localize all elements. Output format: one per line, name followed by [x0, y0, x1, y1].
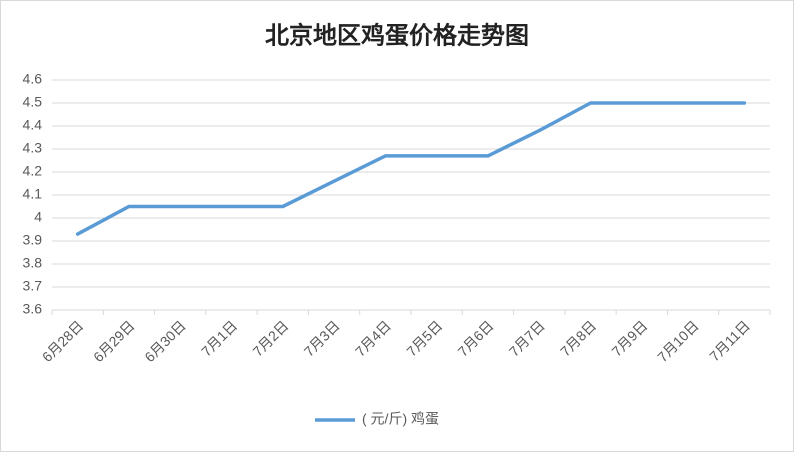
- chart-title: 北京地区鸡蛋价格走势图: [265, 21, 529, 49]
- y-tick-label: 3.9: [23, 232, 43, 248]
- line-series: [75, 101, 747, 236]
- y-tick-label: 3.6: [23, 301, 43, 317]
- y-tick-label: 3.8: [23, 255, 43, 271]
- y-tick-label: 4.2: [23, 163, 43, 179]
- legend-label: ( 元/斤) 鸡蛋: [362, 411, 439, 427]
- y-tick-label: 4.1: [23, 186, 43, 202]
- y-tick-label: 3.7: [23, 278, 43, 294]
- y-tick-label: 4: [34, 209, 42, 225]
- y-tick-label: 4.5: [23, 94, 43, 110]
- y-tick-label: 4.4: [23, 117, 43, 133]
- y-tick-label: 4.6: [23, 71, 43, 87]
- y-tick-label: 4.3: [23, 140, 43, 156]
